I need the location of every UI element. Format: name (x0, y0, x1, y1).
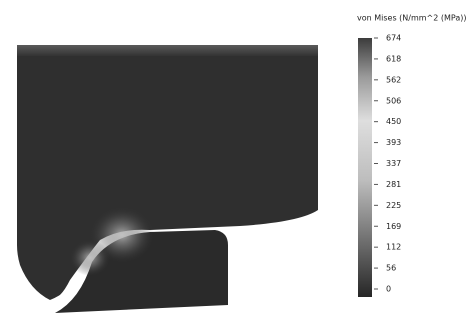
tick-label: 450 (386, 117, 401, 126)
tick-label: 281 (386, 180, 401, 189)
tick-label: 56 (386, 264, 396, 273)
tick-label: 618 (386, 54, 401, 63)
tick-label: 393 (386, 138, 401, 147)
tick-label: 0 (386, 285, 391, 294)
tick-label: 506 (386, 96, 401, 105)
top-face (17, 45, 318, 56)
tick-label: 674 (386, 34, 401, 43)
legend: von Mises (N/mm^2 (MPa)) 674 618 562 506 450… (357, 14, 467, 297)
stress-glow (70, 240, 110, 276)
tick-label: 562 (386, 75, 401, 84)
notch (50, 256, 94, 304)
tick-label: 169 (386, 222, 401, 231)
color-bar (358, 38, 372, 297)
model (17, 45, 318, 313)
tick-label: 112 (386, 243, 401, 252)
tick-label: 225 (386, 201, 401, 210)
legend-title: von Mises (N/mm^2 (MPa)) (357, 14, 467, 23)
lower-body (55, 230, 228, 313)
tick-label: 337 (386, 159, 401, 168)
